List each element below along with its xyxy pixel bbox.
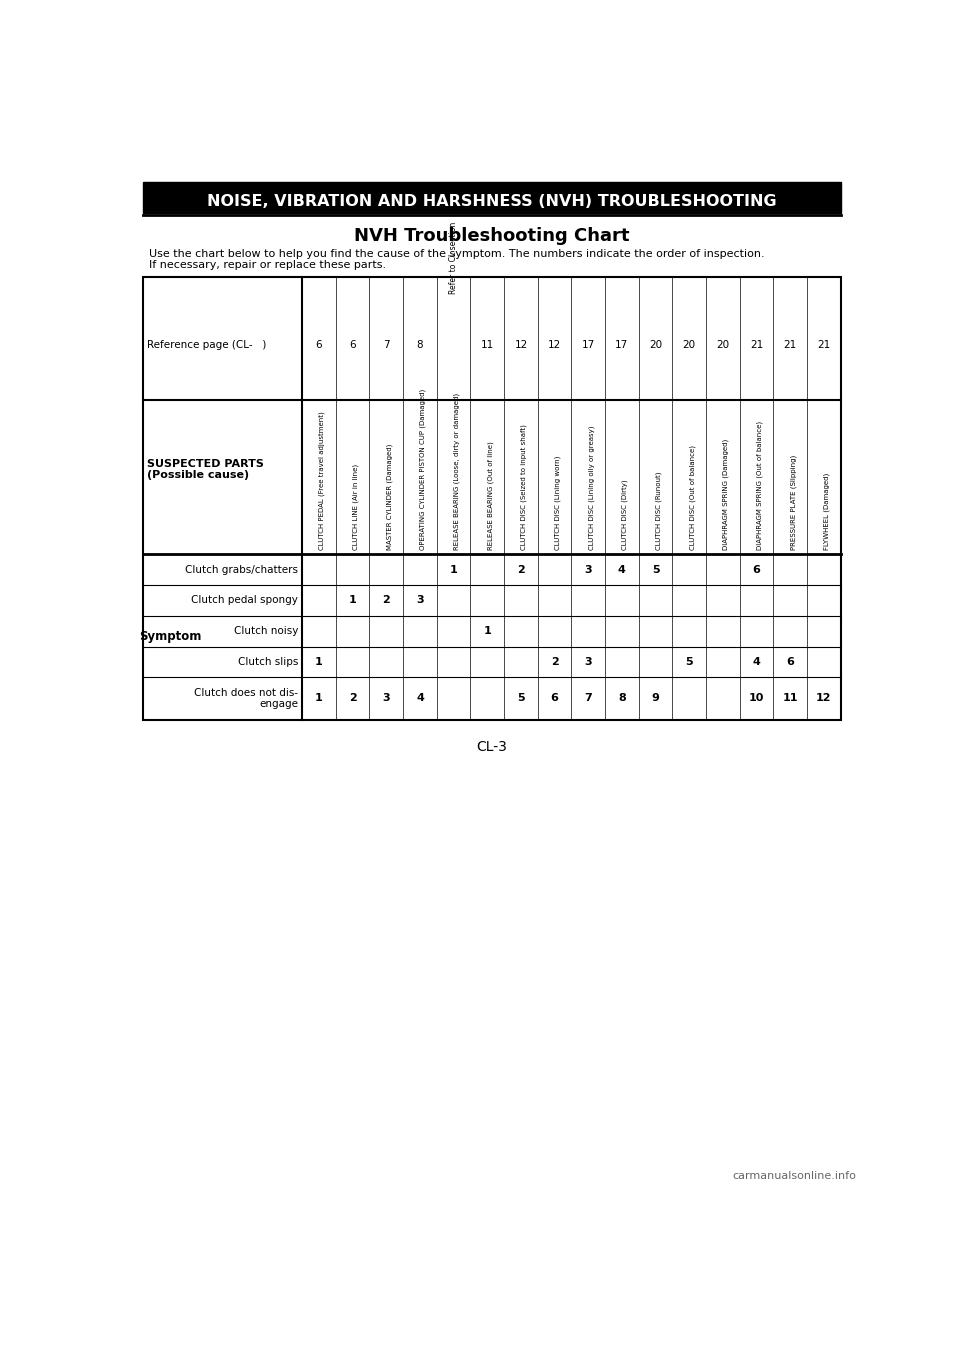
Text: 6: 6	[316, 340, 323, 349]
Text: 5: 5	[652, 565, 660, 574]
Text: 3: 3	[382, 694, 390, 703]
Text: 3: 3	[585, 657, 592, 667]
Text: 6: 6	[349, 340, 356, 349]
Text: 1: 1	[484, 626, 492, 636]
Text: 21: 21	[817, 340, 830, 349]
Text: 4: 4	[753, 657, 760, 667]
Text: 2: 2	[551, 657, 559, 667]
Text: Use the chart below to help you find the cause of the symptom. The numbers indic: Use the chart below to help you find the…	[149, 249, 764, 259]
Text: RELEASE BEARING (Out of line): RELEASE BEARING (Out of line)	[488, 441, 493, 550]
Text: Clutch grabs/chatters: Clutch grabs/chatters	[185, 565, 299, 574]
Text: 12: 12	[816, 694, 831, 703]
Text: RELEASE BEARING (Loose, dirty or damaged): RELEASE BEARING (Loose, dirty or damaged…	[454, 392, 460, 550]
Text: 11: 11	[481, 340, 493, 349]
Bar	[143, 182, 841, 213]
Text: 12: 12	[548, 340, 562, 349]
Text: CLUTCH PEDAL (Free travel adjustment): CLUTCH PEDAL (Free travel adjustment)	[319, 410, 325, 550]
Text: 3: 3	[585, 565, 592, 574]
Text: CLUTCH DISC (Lining oily or greasy): CLUTCH DISC (Lining oily or greasy)	[588, 425, 595, 550]
Text: NOISE, VIBRATION AND HARSHNESS (NVH) TROUBLESHOOTING: NOISE, VIBRATION AND HARSHNESS (NVH) TRO…	[207, 194, 777, 209]
Text: CLUTCH DISC (Lining worn): CLUTCH DISC (Lining worn)	[555, 455, 561, 550]
Text: NVH Troubleshooting Chart: NVH Troubleshooting Chart	[354, 227, 630, 244]
Text: 10: 10	[749, 694, 764, 703]
Text: CLUTCH DISC (Runout): CLUTCH DISC (Runout)	[656, 471, 662, 550]
Text: 9: 9	[652, 694, 660, 703]
Text: Reference page (CL-   ): Reference page (CL- )	[147, 340, 267, 349]
Text: 5: 5	[517, 694, 525, 703]
Text: FLYWHEEL (Damaged): FLYWHEEL (Damaged)	[824, 473, 830, 550]
Text: CLUTCH DISC (Dirty): CLUTCH DISC (Dirty)	[622, 479, 629, 550]
Text: 6: 6	[551, 694, 559, 703]
Text: Symptom: Symptom	[139, 630, 202, 644]
Text: carmanualsonline.info: carmanualsonline.info	[732, 1171, 856, 1180]
Text: CL-3: CL-3	[476, 740, 508, 754]
Text: DIAPHRAGM SPRING (Damaged): DIAPHRAGM SPRING (Damaged)	[723, 439, 730, 550]
Text: 21: 21	[750, 340, 763, 349]
Text: OPERATING CYLINDER PISTON CUP (Damaged): OPERATING CYLINDER PISTON CUP (Damaged)	[420, 388, 426, 550]
Text: PRESSURE PLATE (Slipping): PRESSURE PLATE (Slipping)	[790, 454, 797, 550]
Text: 2: 2	[382, 595, 390, 606]
Text: 7: 7	[585, 694, 592, 703]
Text: Refer to CL section: Refer to CL section	[449, 221, 458, 293]
Text: Clutch pedal spongy: Clutch pedal spongy	[191, 595, 299, 606]
Text: 6: 6	[786, 657, 794, 667]
Text: 1: 1	[348, 595, 356, 606]
Text: SUSPECTED PARTS
(Possible cause): SUSPECTED PARTS (Possible cause)	[147, 459, 264, 481]
Text: 11: 11	[782, 694, 798, 703]
Text: Clutch does not dis-
engage: Clutch does not dis- engage	[194, 687, 299, 709]
Text: 4: 4	[618, 565, 626, 574]
Text: 6: 6	[753, 565, 760, 574]
Text: 20: 20	[649, 340, 662, 349]
Text: 20: 20	[683, 340, 696, 349]
Text: 8: 8	[618, 694, 626, 703]
Text: 8: 8	[417, 340, 423, 349]
Bar	[143, 277, 841, 720]
Text: 5: 5	[685, 657, 693, 667]
Text: Clutch noisy: Clutch noisy	[234, 626, 299, 636]
Text: 21: 21	[783, 340, 797, 349]
Text: 7: 7	[383, 340, 390, 349]
Text: 1: 1	[449, 565, 458, 574]
Text: 17: 17	[615, 340, 629, 349]
Text: 20: 20	[716, 340, 730, 349]
Text: 1: 1	[315, 694, 323, 703]
Text: 12: 12	[515, 340, 528, 349]
Text: 17: 17	[582, 340, 595, 349]
Text: 4: 4	[416, 694, 424, 703]
Text: 3: 3	[416, 595, 423, 606]
Text: Clutch slips: Clutch slips	[238, 657, 299, 667]
Text: MASTER CYLINDER (Damaged): MASTER CYLINDER (Damaged)	[386, 443, 393, 550]
Text: If necessary, repair or replace these parts.: If necessary, repair or replace these pa…	[149, 259, 386, 270]
Text: DIAPHRAGM SPRING (Out of balance): DIAPHRAGM SPRING (Out of balance)	[756, 421, 763, 550]
Text: 2: 2	[348, 694, 356, 703]
Text: CLUTCH DISC (Out of balance): CLUTCH DISC (Out of balance)	[689, 444, 696, 550]
Text: 1: 1	[315, 657, 323, 667]
Text: 2: 2	[517, 565, 525, 574]
Text: CLUTCH LINE (Air in line): CLUTCH LINE (Air in line)	[352, 463, 359, 550]
Text: CLUTCH DISC (Seized to input shaft): CLUTCH DISC (Seized to input shaft)	[521, 424, 527, 550]
